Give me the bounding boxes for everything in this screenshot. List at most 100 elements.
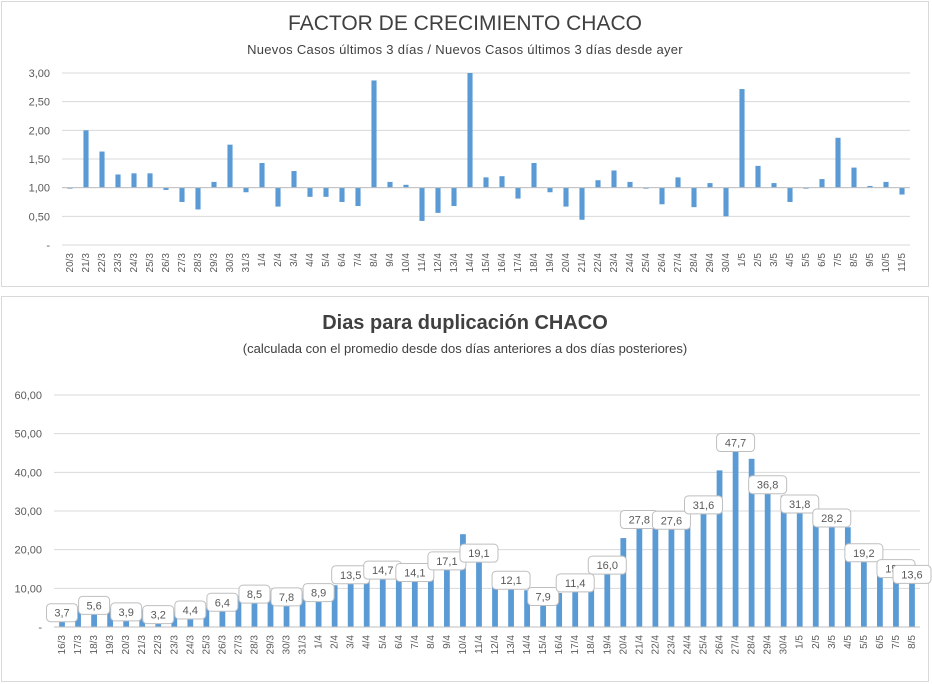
- bar: [547, 187, 553, 193]
- data-label: 8,9: [302, 583, 335, 603]
- data-label-text: 47,7: [725, 438, 746, 450]
- data-label: 14,1: [395, 562, 435, 582]
- bar: [909, 574, 915, 627]
- bar: [716, 470, 723, 627]
- growth-factor-plot: 3,00 2,50 2,00 1,50 1,00 0,50 - 20/3 21/3 22/3 23/…: [29, 68, 910, 273]
- x-tick-label: 26/3: [161, 253, 172, 273]
- x-tick-label: 29/4: [705, 253, 716, 273]
- x-tick-label: 18/3: [89, 635, 100, 655]
- bar: [531, 163, 537, 188]
- doubling-days-chart-panel: Dias para duplicación CHACO (calculada c…: [1, 296, 932, 682]
- x-tick-label: 22/3: [97, 253, 108, 273]
- bar: [91, 605, 97, 627]
- x-tick-label: 23/3: [113, 253, 124, 273]
- bar: [508, 580, 514, 627]
- data-label: 12,1: [491, 570, 531, 590]
- x-tick-label: 11/4: [417, 253, 428, 272]
- bar: [179, 187, 185, 202]
- bar: [323, 187, 329, 197]
- x-tick-label: 7/5: [833, 253, 844, 267]
- x-tick-label: 18/4: [586, 635, 597, 655]
- chart-subtitle: Nuevos Casos últimos 3 días / Nuevos Cas…: [247, 42, 683, 57]
- x-tick-label: 31/3: [298, 635, 309, 655]
- data-label-text: 28,2: [821, 513, 842, 525]
- x-tick-label: 25/4: [641, 253, 652, 273]
- data-label-box: [302, 583, 335, 603]
- x-tick-label: 26/4: [715, 635, 726, 655]
- bar: [556, 592, 563, 627]
- data-label-box: [395, 562, 435, 582]
- data-label: 8,5: [238, 584, 271, 604]
- data-label-text: 16,0: [597, 560, 618, 572]
- bar: [572, 582, 579, 627]
- bar: [235, 596, 242, 627]
- x-tick-label: 11/4: [474, 635, 485, 654]
- data-label-text: 36,8: [757, 480, 778, 492]
- x-tick-label: 24/3: [185, 635, 196, 655]
- bar: [299, 594, 306, 627]
- bar: [515, 187, 521, 199]
- data-label-box: [651, 510, 691, 530]
- bar: [147, 173, 153, 188]
- x-tick-label: 10/5: [881, 253, 892, 273]
- bar: [307, 187, 313, 197]
- bar: [877, 562, 883, 627]
- data-label-text: 13,5: [340, 570, 361, 582]
- x-tick-label: 11/5: [897, 253, 908, 272]
- bar: [652, 522, 659, 627]
- bar: [403, 184, 409, 188]
- data-label-box: [812, 508, 852, 528]
- x-tick-label: 21/3: [137, 635, 148, 655]
- data-label-box: [684, 495, 723, 515]
- x-tick-label: 25/3: [201, 635, 212, 655]
- bar: [659, 187, 665, 205]
- data-label-text: 3,7: [54, 608, 69, 620]
- x-tick-label: 25/4: [699, 635, 710, 655]
- bar: [107, 608, 114, 627]
- data-label: 31,8: [780, 494, 820, 514]
- growth-factor-chart-panel: FACTOR DE CRECIMIENTO CHACO Nuevos Casos…: [1, 1, 929, 287]
- x-tick-label: 20/4: [561, 253, 572, 273]
- x-tick-label: 6/4: [394, 635, 405, 649]
- bar: [595, 180, 601, 188]
- y-tick-label: 1,50: [29, 154, 50, 166]
- data-label-text: 14,7: [372, 565, 393, 577]
- x-tick-label: 28/4: [689, 253, 700, 273]
- bar: [395, 572, 402, 627]
- bar: [139, 609, 146, 627]
- x-tick-label: 22/3: [153, 635, 164, 655]
- data-label: 28,2: [812, 508, 852, 528]
- x-tick-label: 30/3: [225, 253, 236, 273]
- data-label: 47,7: [716, 433, 756, 453]
- x-tick-label: 7/4: [410, 635, 421, 649]
- data-label: 14,7: [363, 560, 403, 580]
- bar: [563, 187, 569, 207]
- x-tick-label: 4/4: [305, 253, 316, 267]
- x-tick-label: 4/5: [785, 253, 796, 267]
- x-tick-label: 22/4: [593, 253, 604, 273]
- x-tick-label: 19/4: [602, 635, 613, 655]
- x-tick-label: 1/5: [737, 253, 748, 267]
- x-tick-label: 26/3: [217, 635, 228, 655]
- data-label-text: 8,9: [311, 588, 326, 600]
- x-tick-label: 30/3: [282, 635, 293, 655]
- x-tick-label: 27/4: [673, 253, 684, 273]
- bar: [227, 144, 233, 188]
- bar: [339, 187, 345, 202]
- data-label-box: [174, 600, 207, 620]
- bar: [524, 590, 530, 627]
- bar: [347, 574, 354, 627]
- x-tick-label: 17/3: [73, 635, 84, 655]
- bar: [267, 596, 274, 627]
- x-tick-label: 21/4: [634, 635, 645, 655]
- data-label-text: 4,4: [183, 605, 198, 617]
- x-tick-label: 1/5: [795, 635, 806, 649]
- x-tick-label: 10/4: [401, 253, 412, 273]
- x-tick-label: 16/3: [57, 635, 68, 655]
- bar: [371, 80, 377, 188]
- x-tick-label: 6/5: [817, 253, 828, 267]
- x-tick-label: 15/4: [481, 253, 492, 273]
- x-tick-label: 4/4: [362, 635, 373, 649]
- x-tick-label: 8/4: [369, 253, 380, 267]
- bar: [251, 594, 258, 627]
